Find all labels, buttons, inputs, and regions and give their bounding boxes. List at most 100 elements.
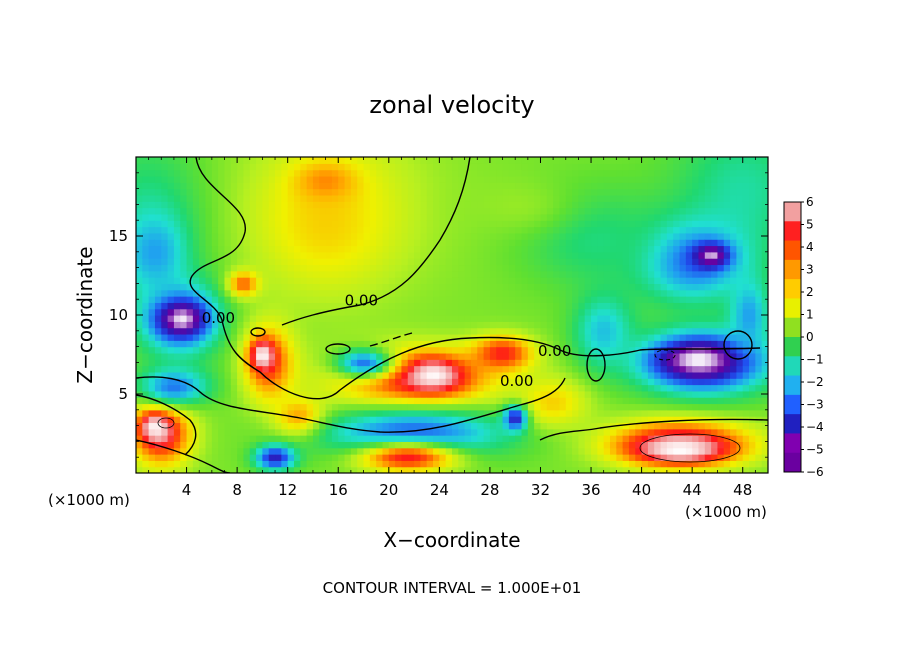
field-cell xyxy=(666,220,674,228)
field-cell xyxy=(616,378,624,386)
field-cell xyxy=(433,384,440,392)
field-cell xyxy=(628,321,636,329)
field-cell xyxy=(477,359,485,367)
field-cell xyxy=(452,232,459,240)
field-cell xyxy=(344,163,352,171)
field-cell xyxy=(249,207,257,215)
field-cell xyxy=(287,163,295,171)
field-cell xyxy=(477,175,485,183)
field-cell xyxy=(338,466,346,473)
field-cell xyxy=(369,441,377,449)
field-cell xyxy=(388,371,396,379)
field-cell xyxy=(534,390,542,398)
field-cell xyxy=(597,397,605,405)
field-cell xyxy=(534,422,542,430)
field-cell xyxy=(578,403,586,411)
field-cell xyxy=(395,397,403,405)
field-cell xyxy=(578,226,586,234)
field-cell xyxy=(597,340,605,348)
field-cell xyxy=(136,296,143,303)
field-cell xyxy=(628,239,636,247)
field-cell xyxy=(515,264,523,272)
field-cell xyxy=(300,251,308,259)
field-cell xyxy=(338,169,346,177)
field-cell xyxy=(755,397,763,405)
field-cell xyxy=(635,365,643,373)
field-cell xyxy=(742,245,750,253)
field-cell xyxy=(679,333,687,341)
field-cell xyxy=(489,232,497,240)
field-cell xyxy=(395,220,403,228)
field-cell xyxy=(445,175,453,183)
field-cell xyxy=(616,384,624,392)
field-cell xyxy=(148,403,156,411)
field-cell xyxy=(515,302,523,310)
field-cell xyxy=(382,289,390,297)
field-cell xyxy=(736,441,744,449)
field-cell xyxy=(344,371,352,379)
field-cell xyxy=(711,315,719,322)
field-cell xyxy=(376,169,384,177)
field-cell xyxy=(698,340,706,348)
field-cell xyxy=(660,270,668,278)
field-cell xyxy=(698,232,706,240)
field-cell xyxy=(154,327,162,335)
field-cell xyxy=(218,213,226,221)
field-cell xyxy=(723,422,731,430)
field-cell xyxy=(369,270,377,278)
field-cell xyxy=(622,447,630,455)
field-cell xyxy=(357,283,365,291)
field-cell xyxy=(256,371,263,379)
field-cell xyxy=(546,207,554,215)
field-cell xyxy=(382,277,390,284)
field-cell xyxy=(186,409,194,417)
field-cell xyxy=(736,182,744,190)
field-cell xyxy=(464,315,472,322)
field-cell xyxy=(704,378,712,386)
field-cell xyxy=(148,308,156,316)
field-cell xyxy=(205,315,213,322)
field-cell xyxy=(275,157,282,164)
field-cell xyxy=(148,371,156,379)
field-cell xyxy=(641,359,649,367)
field-cell xyxy=(388,460,396,468)
field-cell xyxy=(148,226,156,234)
field-cell xyxy=(610,245,617,253)
field-cell xyxy=(224,447,232,455)
field-cell xyxy=(628,182,636,190)
field-cell xyxy=(730,264,737,272)
field-cell xyxy=(407,447,415,455)
field-cell xyxy=(142,220,150,228)
field-cell xyxy=(736,226,744,234)
field-cell xyxy=(357,346,365,354)
field-cell xyxy=(243,251,251,259)
field-cell xyxy=(306,163,314,171)
field-cell xyxy=(256,258,263,266)
field-cell xyxy=(730,435,737,442)
field-cell xyxy=(148,232,156,240)
field-cell xyxy=(761,346,768,354)
field-cell xyxy=(660,346,668,354)
field-cell xyxy=(180,169,188,177)
field-cell xyxy=(711,258,719,266)
field-cell xyxy=(237,302,245,310)
field-cell xyxy=(199,460,207,468)
field-cell xyxy=(654,163,662,171)
field-cell xyxy=(452,283,459,291)
field-cell xyxy=(426,226,434,234)
field-cell xyxy=(230,466,238,473)
field-cell xyxy=(559,289,567,297)
field-cell xyxy=(161,428,169,436)
field-cell xyxy=(319,188,327,196)
field-cell xyxy=(218,194,226,202)
field-cell xyxy=(224,384,232,392)
field-cell xyxy=(420,157,428,164)
field-cell xyxy=(211,359,219,367)
field-cell xyxy=(692,283,700,291)
field-cell xyxy=(237,397,245,405)
field-cell xyxy=(692,441,700,449)
field-cell xyxy=(445,422,453,430)
field-cell xyxy=(401,352,409,360)
field-cell xyxy=(300,207,308,215)
field-cell xyxy=(407,327,415,335)
